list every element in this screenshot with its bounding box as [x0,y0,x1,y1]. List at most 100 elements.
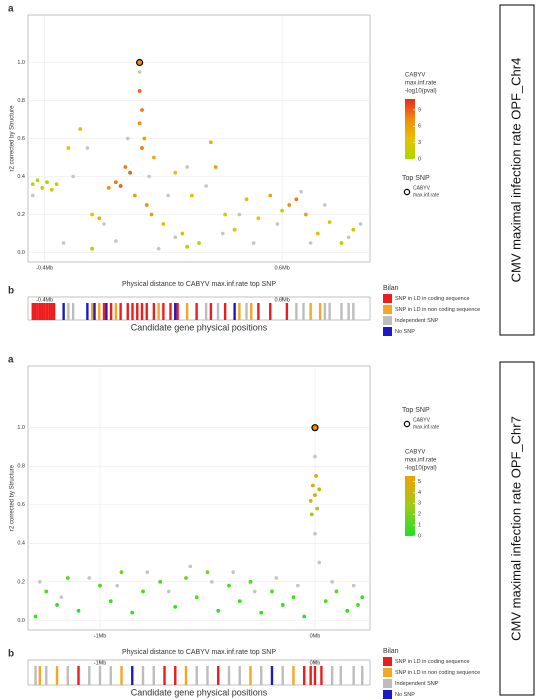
gene [227,666,231,685]
snp-point [310,483,315,488]
colorbar-tick-label: 9 [418,107,421,113]
independent-snp [330,580,334,584]
snp-point [244,197,249,202]
colorbar-title: CABYV [405,73,425,79]
gene [323,303,327,320]
snp-point [205,570,210,575]
gene [328,303,331,320]
snp-point [118,184,123,188]
gene [303,666,306,685]
gene [340,303,343,320]
independent-snp [102,222,106,226]
gene [41,303,44,320]
snp-point [309,512,314,517]
gene [245,303,248,320]
snp-point [142,136,147,141]
independent-snp [317,560,322,565]
gene [184,666,188,685]
legend-label: No SNP [395,692,415,698]
independent-snp [30,193,35,198]
independent-snp [61,241,66,245]
snp-point [45,180,49,185]
snp-point [308,498,313,503]
colorbar-tick-label: 0 [418,156,421,162]
colorbar-title: -log10(pval) [405,466,437,472]
snp-point [128,170,133,175]
top-snp-legend-title: Top SNP [402,175,430,182]
legend-title: Bilan [383,648,399,655]
panel-letter: b [8,286,14,297]
gene [131,303,134,320]
colorbar-tick-label: 2 [418,512,421,518]
gene [238,303,241,320]
gene [185,303,189,320]
snp-point [287,203,292,207]
gene [249,666,252,685]
snp-point [259,610,264,615]
x-tick-label: -0.4Mb [36,265,53,271]
snp-point [161,222,166,226]
gene [152,303,156,320]
independent-snp [115,583,120,588]
side-title-box [499,361,535,696]
snp-point [313,493,317,498]
panel-letter: b [8,649,14,660]
snp-point [55,603,59,607]
snp-point [49,187,54,192]
gene [98,666,102,685]
x-axis-label: Physical distance to CABYV max.inf.rate … [122,281,276,288]
colorbar [405,99,415,159]
snp-point [270,589,274,594]
x-tick-label: -1Mb [94,660,107,666]
legend-swatch [383,305,392,314]
gene [361,666,364,685]
gene [195,303,198,320]
gene [302,303,305,320]
snp-point [223,212,228,217]
gene [86,303,89,320]
independent-snp [137,70,142,74]
independent-snp [308,241,313,245]
y-axis-label: r2 corrected by Structure [10,105,16,172]
x-tick-label: -1Mb [94,633,107,639]
gene [43,303,46,320]
independent-snp [275,222,280,226]
snp-point [137,121,142,126]
top-snp-legend-label: max.inf.rate [413,424,439,430]
legend-swatch [383,679,392,688]
gene [216,303,220,320]
snp-point [130,610,135,615]
x-tick-label: -0.4Mb [36,297,53,303]
gene [176,303,179,320]
top-snp-legend-title: Top SNP [402,407,430,414]
independent-snp [38,580,42,584]
gene [131,666,134,685]
gene [260,666,263,685]
snp-point [315,231,320,236]
snp-point [339,241,344,245]
legend-label: Independent SNP [395,318,439,324]
x-tick-label: 0.6Mb [274,297,289,303]
colorbar-tick-label: 3 [418,140,421,146]
gene [318,303,322,320]
gene [313,666,317,685]
snp-point [119,570,124,575]
snp-point [345,608,350,613]
gene [62,303,65,320]
snp-point [280,208,285,213]
independent-snp [156,246,161,251]
independent-snp [351,583,356,588]
gene [169,303,172,320]
gene [38,666,42,685]
y-tick-label: 0.6 [17,136,25,142]
gene [77,666,80,685]
snp-point [334,589,339,594]
gene [285,303,289,320]
independent-snp [252,589,257,594]
snp-point [97,216,102,221]
gene [352,666,355,685]
y-tick-label: 0.2 [17,579,25,585]
independent-snp [358,222,363,226]
gene [174,666,177,685]
